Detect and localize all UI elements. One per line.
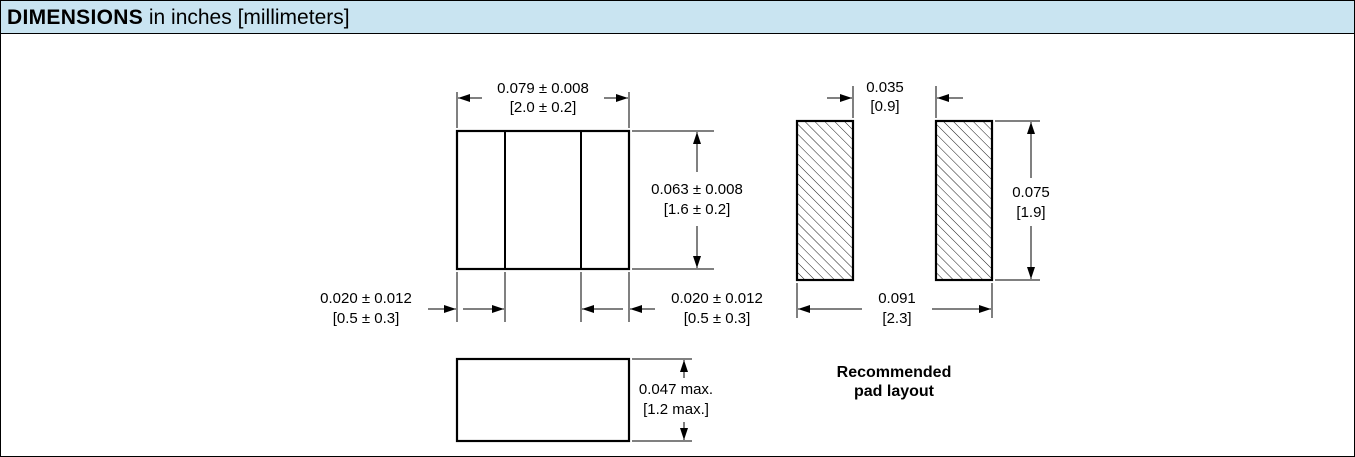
- pad-height-mm: [1.9]: [1016, 204, 1045, 221]
- component-height-mm: [1.6 ± 0.2]: [664, 201, 731, 218]
- dim-pad-width: 0.035 [0.9]: [827, 79, 963, 118]
- dim-component-height: 0.063 ± 0.008 [1.6 ± 0.2]: [632, 130, 743, 270]
- pad-caption-line1: Recommended: [837, 364, 952, 381]
- pad-layout: [795, 119, 994, 282]
- pad-height-in: 0.075: [1012, 184, 1050, 201]
- dim-terminal-right: 0.020 ± 0.012 [0.5 ± 0.3]: [580, 272, 763, 327]
- thickness-in: 0.047 max.: [639, 381, 713, 398]
- panel-header: DIMENSIONS in inches [millimeters]: [1, 1, 1354, 34]
- component-width-in: 0.079 ± 0.008: [497, 80, 589, 97]
- thickness-mm: [1.2 max.]: [643, 401, 709, 418]
- pad-overall-in: 0.091: [878, 290, 916, 307]
- dim-pad-overall: 0.091 [2.3]: [796, 283, 993, 327]
- dim-component-width: 0.079 ± 0.008 [2.0 ± 0.2]: [456, 80, 630, 128]
- terminal-right-mm: [0.5 ± 0.3]: [684, 310, 751, 327]
- pad-width-mm: [0.9]: [870, 98, 899, 115]
- component-body: [455, 129, 631, 271]
- terminal-left-in: 0.020 ± 0.012: [320, 290, 412, 307]
- component-height-in: 0.063 ± 0.008: [651, 181, 743, 198]
- pad-left: [795, 119, 855, 282]
- header-title-rest: in inches [millimeters]: [143, 6, 350, 29]
- component-width-mm: [2.0 ± 0.2]: [510, 99, 577, 116]
- terminal-right-in: 0.020 ± 0.012: [671, 290, 763, 307]
- dim-terminal-left: 0.020 ± 0.012 [0.5 ± 0.3]: [320, 272, 506, 327]
- terminal-left-mm: [0.5 ± 0.3]: [333, 310, 400, 327]
- component-top-view: [455, 129, 631, 271]
- pad-caption-line2: pad layout: [854, 383, 935, 400]
- dim-pad-height: 0.075 [1.9]: [995, 120, 1050, 281]
- component-side-view: 0.047 max. [1.2 max.]: [455, 357, 713, 443]
- pad-right: [934, 119, 994, 282]
- header-title-bold: DIMENSIONS: [7, 6, 144, 29]
- component-side-body: [455, 357, 631, 443]
- pad-width-in: 0.035: [866, 79, 904, 96]
- pad-overall-mm: [2.3]: [882, 310, 911, 327]
